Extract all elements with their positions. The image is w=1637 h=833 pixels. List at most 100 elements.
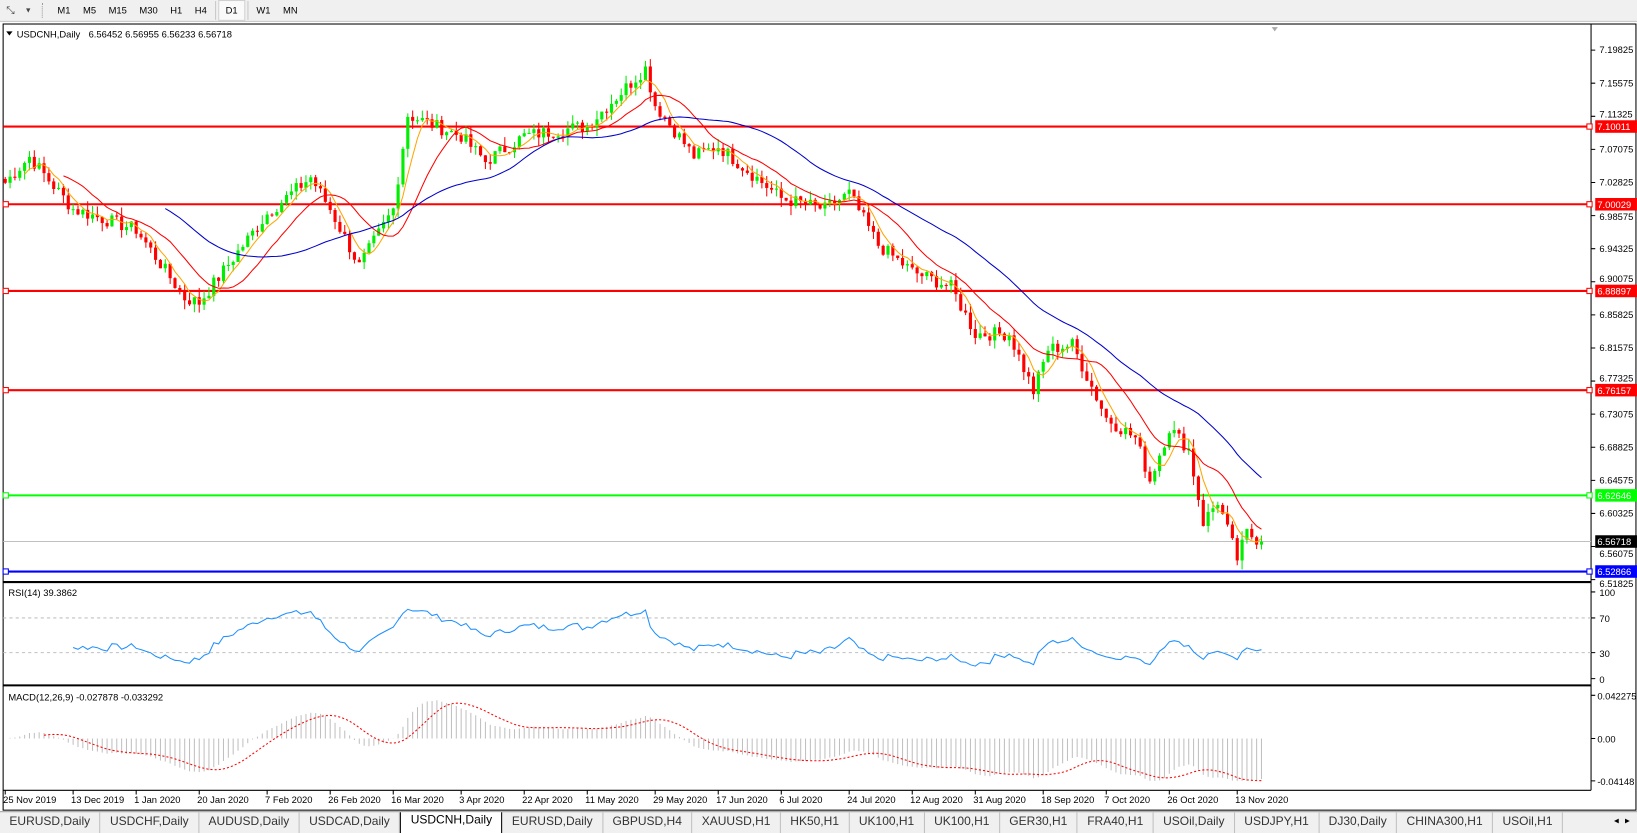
chart-tab[interactable]: EURUSD,Daily [0, 812, 101, 833]
chart-tab[interactable]: USOil,Daily [1154, 812, 1235, 833]
candle [284, 191, 289, 206]
candle-body [799, 196, 803, 201]
candle-body [1148, 471, 1152, 482]
candle [1080, 345, 1084, 379]
candle-body [1216, 504, 1220, 509]
candle-body [629, 83, 633, 88]
macd-tick-label: 0.00 [1597, 734, 1615, 745]
candle [241, 244, 245, 252]
timeframe-d1-button[interactable]: D1 [218, 0, 245, 21]
tab-scroll-left-icon[interactable]: ◂ [1613, 815, 1619, 826]
candle [1031, 372, 1036, 400]
ohlc-values: 6.56452 6.56955 6.56233 6.56718 [89, 29, 232, 40]
candle [871, 221, 876, 239]
candle [687, 143, 691, 153]
chart-tab[interactable]: GBPUSD,H4 [603, 812, 693, 833]
dropdown-arrow-icon[interactable]: ▼ [24, 6, 32, 15]
candle [803, 198, 808, 211]
chart-tab[interactable]: HK50,H1 [781, 812, 850, 833]
chart-tab[interactable]: USDCHF,Daily [101, 812, 200, 833]
timeframe-m1-button[interactable]: M1 [57, 5, 71, 16]
chart-tab[interactable]: GER30,H1 [1000, 812, 1078, 833]
candle-body [891, 245, 895, 256]
drawing-tools-icon[interactable]: ⤡ [6, 4, 15, 17]
candle [401, 146, 405, 188]
chart-tab[interactable]: USDCNH,Daily [400, 812, 503, 833]
candle-body [639, 80, 643, 83]
chart-tab[interactable]: UK100,H1 [925, 812, 1000, 833]
candle [1216, 501, 1220, 514]
candle-body [813, 199, 817, 205]
candle [779, 181, 783, 208]
candle-body [847, 189, 851, 194]
candle [1245, 528, 1249, 544]
candle [983, 326, 987, 337]
chart-tab[interactable]: USOil,H1 [1493, 812, 1563, 833]
candle-body [66, 195, 70, 210]
timeframe-m5-button[interactable]: M5 [83, 5, 97, 16]
timeframe-h1-button[interactable]: H1 [170, 5, 183, 16]
candle [47, 167, 51, 185]
candle-body [522, 133, 526, 137]
chart-tab[interactable]: FRA40,H1 [1078, 812, 1154, 833]
date-tick-label: 11 May 2020 [585, 794, 639, 805]
chart-tab[interactable]: XAUUSD,H1 [692, 812, 781, 833]
candle-body [454, 130, 458, 135]
candle [823, 194, 827, 217]
candle-body [551, 136, 555, 138]
candle-body [1196, 476, 1200, 500]
macd-histogram [9, 700, 1263, 781]
candle [42, 156, 46, 183]
timeframe-m30-button[interactable]: M30 [139, 5, 158, 16]
date-tick-label: 25 Nov 2019 [3, 794, 56, 805]
timeframe-mn-button[interactable]: MN [283, 5, 298, 16]
candle-body [1104, 408, 1108, 418]
candle-body [1240, 539, 1244, 561]
candle [1094, 385, 1099, 402]
candle-body [309, 177, 313, 183]
level-handle [1586, 568, 1593, 575]
candle-body [401, 148, 405, 185]
candle-body [299, 183, 303, 188]
timeframe-m15-button[interactable]: M15 [108, 5, 127, 16]
candle [149, 240, 153, 254]
candle-body [770, 187, 774, 190]
tab-scroll-arrows[interactable]: ◂ ▸ [1607, 812, 1637, 833]
candle-body [1094, 386, 1099, 401]
candle [493, 151, 497, 164]
candle-body [968, 312, 973, 330]
chart-tab[interactable]: CHINA300,H1 [1397, 812, 1494, 833]
chart-tab[interactable]: UK100,H1 [849, 812, 925, 833]
timeframe-w1-button[interactable]: W1 [256, 5, 271, 16]
candle-body [726, 148, 730, 157]
chart-area[interactable]: USDCNH,Daily 6.56452 6.56955 6.56233 6.56… [0, 21, 1637, 811]
price-tick-label: 6.90075 [1599, 273, 1633, 284]
chart-tab[interactable]: DJ30,Daily [1319, 812, 1398, 833]
candle-body [348, 234, 352, 253]
chart-tab[interactable]: USDCAD,Daily [300, 812, 401, 833]
candle-body [100, 217, 104, 224]
candle-body [532, 129, 536, 133]
chart-tab[interactable]: EURUSD,Daily [503, 812, 604, 833]
candle-body [314, 177, 318, 187]
candle-body [498, 146, 502, 152]
candle [576, 120, 580, 130]
chart-tab[interactable]: USDJPY,H1 [1235, 812, 1320, 833]
tab-scroll-right-icon[interactable]: ▸ [1624, 815, 1630, 826]
price-tick-label: 7.11325 [1599, 109, 1632, 120]
candle [1070, 337, 1074, 352]
candle [867, 203, 871, 232]
candle-body [284, 195, 289, 203]
candle-body [338, 221, 342, 232]
candle-body [1245, 528, 1249, 540]
candle-body [23, 162, 27, 171]
candle [677, 131, 681, 140]
candle-body [221, 265, 226, 281]
candle [896, 255, 900, 261]
candle [624, 75, 628, 101]
moving-average-slow-line [165, 116, 1262, 479]
timeframe-h4-button[interactable]: H4 [194, 5, 207, 16]
candle-body [1201, 499, 1205, 526]
candle-body [668, 117, 672, 126]
chart-tab[interactable]: AUDUSD,Daily [199, 812, 300, 833]
